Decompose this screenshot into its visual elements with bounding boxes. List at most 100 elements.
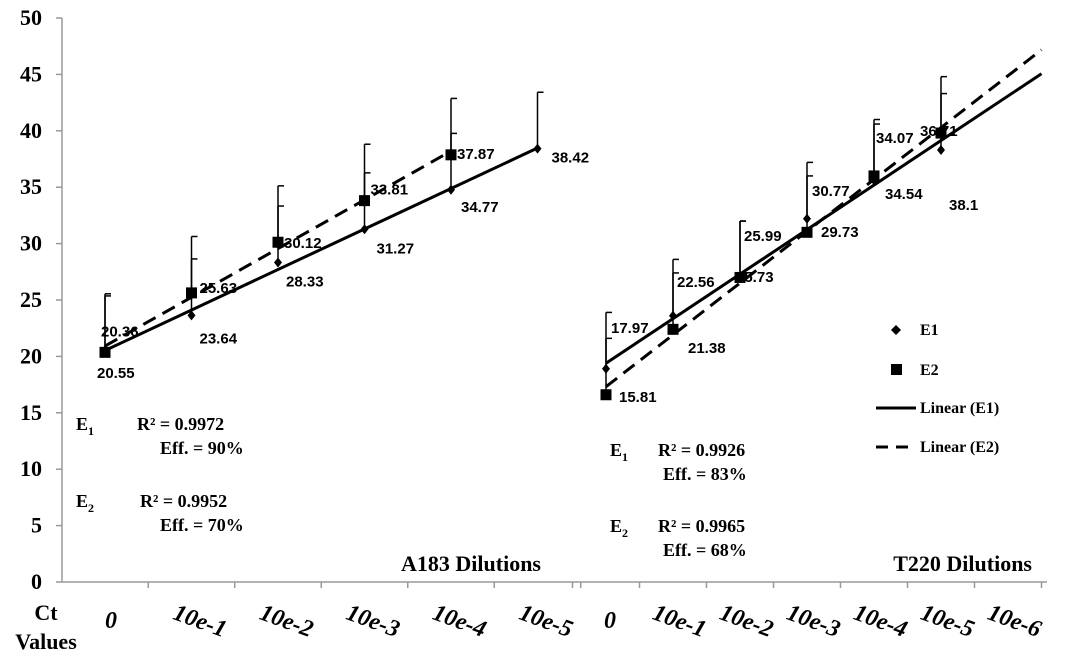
stat-r-squared: R² = 0.9972: [137, 414, 224, 434]
data-label: 37.87: [457, 146, 495, 163]
stat-series-letter: E: [76, 491, 88, 511]
legend-label: Linear (E1): [920, 400, 999, 417]
marker-e1: [274, 257, 282, 268]
stat-series-subscript: 2: [622, 526, 628, 540]
y-tick-label: 40: [20, 118, 42, 143]
marker-e1: [187, 310, 196, 321]
data-label: 38.42: [552, 150, 590, 167]
marker-e2: [935, 127, 947, 139]
y-tick-label: 35: [20, 174, 42, 199]
marker-e2: [272, 236, 284, 248]
stat-series-subscript: 1: [88, 424, 94, 438]
stat-efficiency: Eff. = 68%: [663, 540, 747, 560]
stat-series-letter: E: [76, 414, 88, 434]
stat-series-label: E1: [76, 414, 94, 438]
marker-e2: [359, 195, 370, 207]
data-label: 22.56: [677, 274, 715, 291]
marker-e1: [360, 224, 369, 235]
stat-efficiency: Eff. = 70%: [160, 515, 244, 535]
x-tick-label: 10e-2: [256, 600, 316, 643]
x-tick-label: 10e-1: [649, 600, 709, 643]
panel-title: A183 Dilutions: [401, 551, 541, 576]
stat-series-label: E2: [76, 491, 94, 515]
data-label: 17.97: [611, 320, 649, 337]
data-label: 31.27: [377, 240, 415, 257]
trendline-e1: [104, 146, 539, 352]
legend-label: E2: [920, 362, 939, 379]
data-label: 29.73: [821, 224, 859, 241]
data-label: 34.54: [885, 186, 923, 203]
stat-series-letter: E: [610, 440, 622, 460]
x-tick-label: 0: [105, 608, 117, 634]
marker-e2: [667, 323, 679, 335]
y-axis-label-line2: Values: [15, 629, 77, 654]
x-tick-label: 10e-2: [716, 600, 776, 643]
y-tick-label: 0: [31, 569, 42, 594]
data-label: 30.77: [812, 183, 850, 200]
stat-series-label: E1: [610, 440, 628, 464]
data-label: 20.36: [101, 323, 139, 340]
stat-series-subscript: 1: [622, 450, 628, 464]
trendline-e2: [605, 48, 1043, 388]
marker-e1: [533, 143, 542, 154]
data-label: 36.71: [920, 123, 958, 140]
legend-marker-e1: [891, 325, 901, 335]
x-tick-label: 10e-5: [917, 600, 977, 643]
data-label: 30.12: [284, 235, 322, 252]
legend-label: Linear (E2): [920, 439, 999, 456]
marker-e2: [99, 346, 111, 358]
y-tick-label: 25: [20, 287, 42, 312]
stat-efficiency: Eff. = 83%: [663, 464, 747, 484]
y-tick-label: 10: [20, 456, 42, 481]
data-label: 25.63: [200, 280, 238, 297]
stat-r-squared: R² = 0.9965: [658, 516, 745, 536]
panel-t220: 0 10e-1 10e-2 10e-3 10e-4 10e-5 10e-6 17.97 21.3…: [571, 48, 1045, 643]
data-label: 38.1: [949, 197, 978, 214]
data-label: 34.07: [876, 130, 914, 147]
trendline-e2: [104, 149, 452, 348]
data-label: 28.33: [286, 273, 324, 290]
y-tick-label: 50: [20, 5, 42, 30]
marker-e2: [186, 287, 197, 299]
x-tick-label: 10e-3: [343, 600, 403, 643]
marker-e2: [445, 149, 457, 161]
panel-a183: 0 10e-1 10e-2 10e-3 10e-4 10e-5 20.55 23.64 28.3…: [76, 91, 590, 643]
marker-e2: [600, 389, 612, 401]
data-label: 15.81: [619, 389, 657, 406]
panel-title: T220 Dilutions: [893, 551, 1032, 576]
legend-label: E1: [920, 322, 939, 339]
x-tick-label: 10e-1: [170, 600, 230, 643]
stat-efficiency: Eff. = 90%: [160, 438, 244, 458]
x-tick-label: 10e-4: [429, 600, 489, 643]
stat-r-squared: R² = 0.9952: [140, 491, 227, 511]
data-label: 34.77: [461, 199, 499, 216]
stat-r-squared: R² = 0.9926: [658, 440, 745, 460]
stat-series-subscript: 2: [88, 501, 94, 515]
legend: E1 E2 Linear (E1) Linear (E2): [876, 322, 999, 456]
marker-e2: [801, 226, 813, 238]
data-label: 25.99: [744, 228, 782, 245]
marker-e1: [447, 184, 455, 195]
x-tick-label: 10e-4: [850, 600, 910, 643]
y-tick-label: 20: [20, 343, 42, 368]
x-tick-label: 10e-5: [516, 600, 576, 643]
marker-e2: [734, 271, 746, 283]
data-label: 21.38: [688, 340, 726, 357]
data-label: 23.64: [200, 330, 238, 347]
stat-series-letter: E: [610, 516, 622, 536]
y-tick-label: 5: [31, 513, 42, 538]
y-tick-label: 15: [20, 400, 42, 425]
marker-e2: [868, 170, 880, 182]
x-tick-label: 10e-6: [984, 600, 1044, 643]
y-tick-label: 30: [20, 231, 42, 256]
x-tick-label: 0: [604, 608, 616, 634]
x-tick-label: 10e-3: [783, 600, 843, 643]
stat-series-label: E2: [610, 516, 628, 540]
data-label: 33.81: [371, 182, 409, 199]
data-label: 25.73: [736, 269, 774, 286]
data-label: 20.55: [97, 365, 135, 382]
legend-marker-e2: [891, 364, 902, 375]
y-tick-label: 45: [20, 61, 42, 86]
